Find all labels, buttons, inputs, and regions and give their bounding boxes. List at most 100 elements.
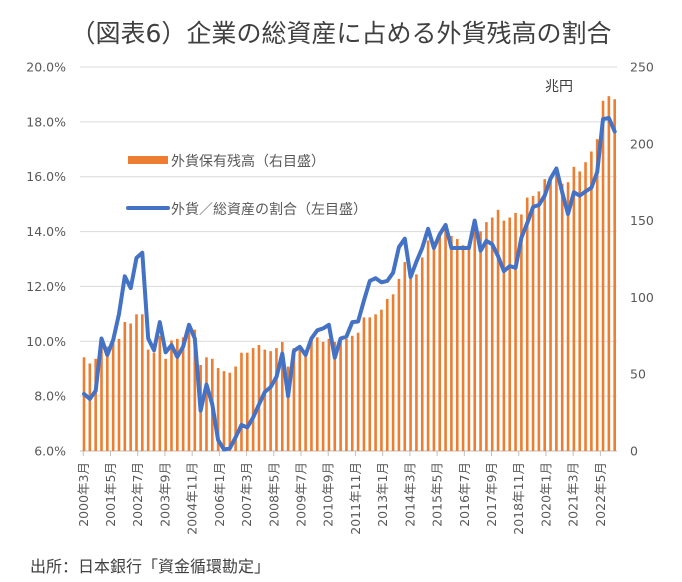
bar	[514, 212, 517, 451]
x-tick-label: 2022年5月	[593, 462, 608, 527]
bar	[455, 239, 459, 451]
bar	[94, 358, 97, 451]
bar	[251, 348, 255, 451]
bar	[141, 314, 144, 451]
bar	[578, 171, 582, 451]
bar	[228, 372, 232, 451]
bar	[496, 209, 500, 451]
left-axis: 6.0% 8.0% 10.0% 12.0% 14.0% 16.0% 18.0% 20.0%	[26, 60, 66, 459]
left-tick-label: 14.0%	[26, 224, 66, 239]
right-axis: 0 50 100 150 200 250	[630, 60, 654, 459]
bar	[403, 262, 407, 451]
bar	[467, 248, 471, 451]
x-tick-label: 2000年3月	[76, 462, 91, 527]
bar	[245, 352, 249, 451]
x-axis: 2000年3月 2001年5月 2002年7月 2003年9月 2004年11月 2006…	[76, 451, 608, 535]
bar	[584, 162, 587, 451]
bar	[590, 151, 593, 452]
bar	[170, 340, 173, 451]
bar	[368, 317, 372, 451]
bar	[345, 338, 348, 451]
bar	[543, 179, 547, 452]
left-tick-label: 6.0%	[34, 444, 66, 459]
bar	[339, 341, 342, 451]
bar	[508, 217, 512, 451]
bar	[152, 352, 156, 451]
bar	[216, 368, 220, 451]
bar	[286, 366, 290, 451]
bar	[613, 99, 616, 452]
bar	[490, 217, 494, 451]
bar	[117, 338, 121, 451]
left-tick-label: 10.0%	[26, 334, 66, 349]
x-tick-label: 2011年11月	[348, 462, 363, 535]
left-tick-label: 16.0%	[26, 169, 66, 184]
bar	[234, 366, 237, 451]
bar	[193, 329, 197, 451]
bar	[181, 337, 185, 451]
bar	[106, 346, 109, 451]
bar	[607, 96, 611, 452]
bar	[356, 332, 360, 451]
x-tick-label: 2001年5月	[103, 462, 118, 527]
bar	[304, 354, 307, 451]
bar	[420, 257, 424, 451]
x-tick-label: 2016年7月	[457, 462, 472, 527]
bar	[415, 274, 418, 451]
legend-line-label: 外貨／総資産の割合（左目盛）	[171, 201, 367, 218]
bar	[549, 177, 552, 452]
x-tick-label: 2010年9月	[321, 462, 336, 527]
bar	[438, 235, 442, 451]
x-tick-label: 2009年7月	[294, 462, 309, 527]
bar	[479, 231, 482, 451]
bar	[222, 371, 226, 451]
bar	[391, 294, 395, 451]
bar	[88, 363, 92, 451]
bar	[444, 228, 447, 451]
x-tick-label: 2008年5月	[266, 462, 281, 527]
right-axis-unit: 兆円	[545, 79, 573, 95]
bar	[502, 220, 506, 451]
right-tick-label: 250	[630, 60, 654, 75]
left-tick-label: 18.0%	[26, 114, 66, 129]
x-tick-label: 2017年9月	[484, 462, 499, 527]
x-tick-label: 2018年11月	[511, 462, 526, 535]
bar	[327, 338, 331, 451]
x-tick-label: 2020年1月	[538, 462, 553, 527]
x-tick-label: 2021年3月	[566, 462, 581, 527]
bar	[350, 335, 354, 451]
bar	[310, 340, 313, 451]
bar	[560, 183, 564, 451]
left-tick-label: 12.0%	[26, 279, 66, 294]
bar	[537, 191, 541, 451]
ratio-line	[82, 116, 617, 452]
bar	[315, 337, 319, 451]
bar	[397, 278, 401, 451]
bar	[146, 349, 150, 451]
bar	[164, 358, 167, 451]
left-tick-label: 8.0%	[34, 389, 66, 404]
bar	[333, 341, 337, 451]
x-tick-label: 2014年3月	[402, 462, 417, 527]
bar	[111, 338, 115, 451]
x-tick-label: 2004年11月	[185, 462, 200, 535]
legend: 外貨保有残高（右目盛） 外貨／総資産の割合（左目盛）	[126, 153, 367, 218]
chart-title: （図表6）企業の総資産に占める外貨残高の割合	[70, 19, 612, 48]
bar	[82, 357, 86, 451]
bar	[380, 309, 383, 451]
bar-series	[82, 96, 616, 452]
bar	[473, 223, 477, 451]
bar	[601, 100, 605, 452]
right-tick-label: 50	[630, 367, 646, 382]
bar	[321, 341, 325, 451]
right-tick-label: 0	[630, 444, 638, 459]
bar	[555, 171, 558, 451]
bar	[158, 335, 162, 451]
bar	[123, 321, 127, 451]
bar	[385, 298, 389, 451]
bar	[280, 341, 284, 451]
bar	[263, 349, 267, 451]
x-tick-label: 2007年3月	[239, 462, 254, 527]
left-tick-label: 20.0%	[26, 60, 66, 75]
bar	[461, 245, 465, 451]
